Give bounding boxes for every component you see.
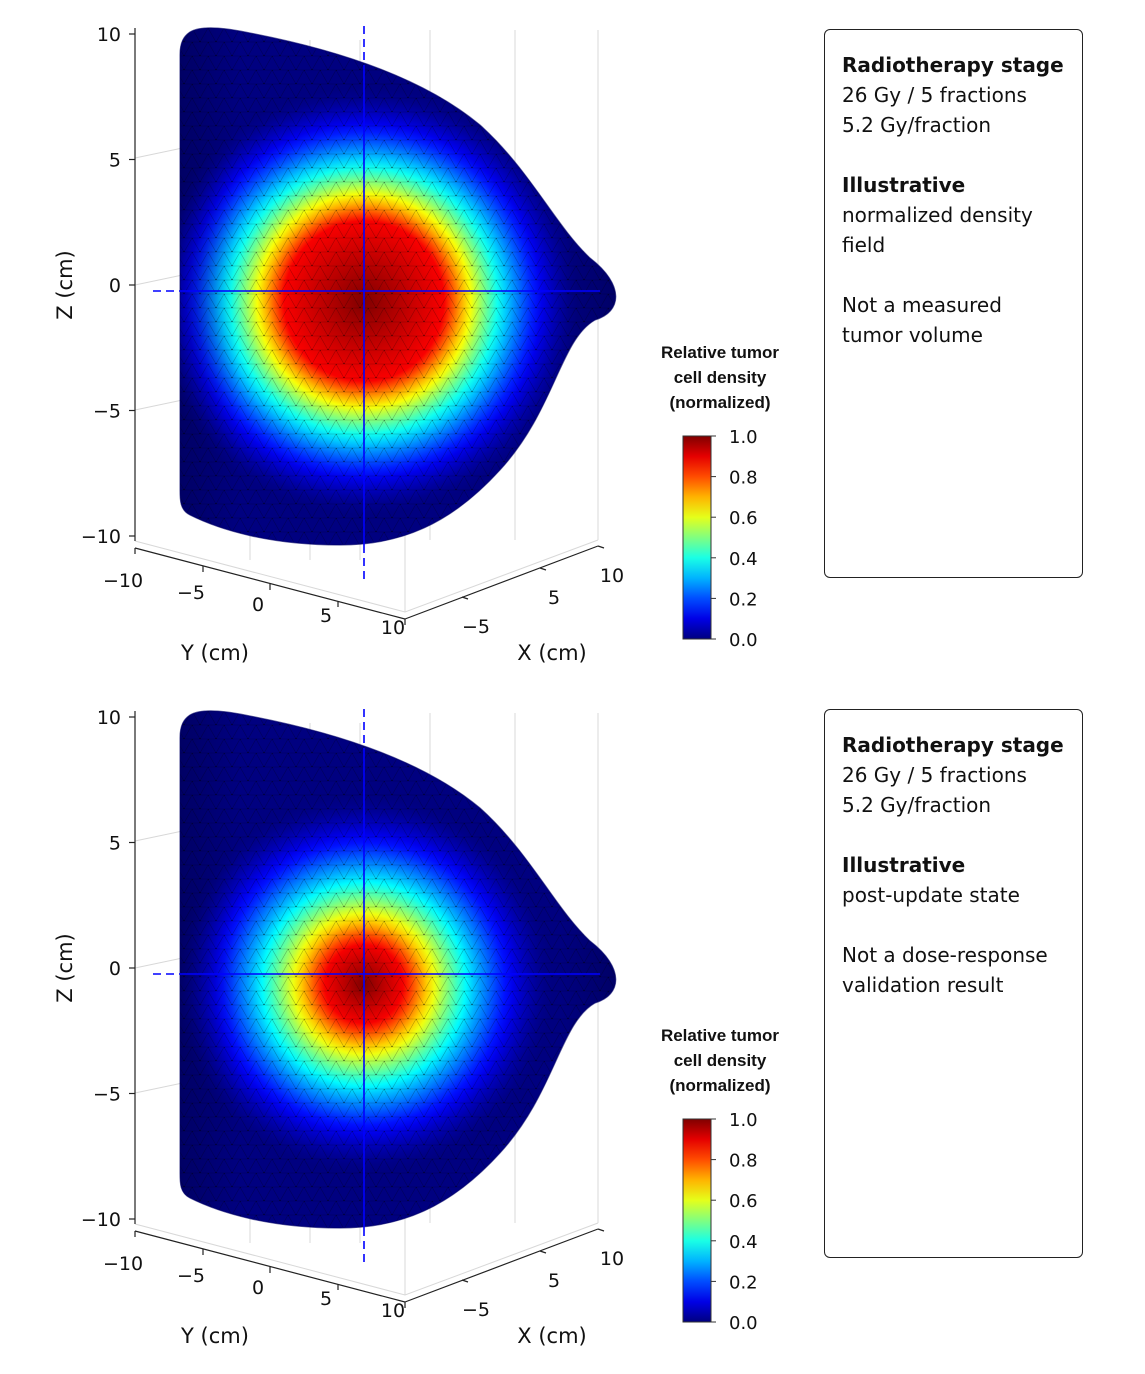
x-tick-label: 5 xyxy=(548,587,560,609)
figure-panel-top: 10 5 0 −5 −10 Z (cm) −10 −5 0 5 10 Y (cm) −5 5 10 X (cm… xyxy=(53,24,1083,665)
x-tick xyxy=(461,1279,469,1283)
surface-shading xyxy=(180,710,616,1228)
x-tick xyxy=(597,1228,605,1232)
info-line: 5.2 Gy/fraction xyxy=(842,113,992,137)
info-heading: Radiotherapy stage xyxy=(842,733,1064,757)
colorbar-tick-label: 1.0 xyxy=(729,1110,758,1131)
x-tick xyxy=(597,545,605,549)
colorbar xyxy=(682,435,712,640)
info-line: 5.2 Gy/fraction xyxy=(842,793,992,817)
y-axis xyxy=(134,1230,406,1303)
y-tick-label: 10 xyxy=(381,617,405,639)
info-line: post-update state xyxy=(842,883,1020,907)
x-axis-label: X (cm) xyxy=(517,641,586,665)
z-tick-label: 0 xyxy=(109,958,121,980)
info-line: normalized density xyxy=(842,203,1033,227)
y-axis-label: Y (cm) xyxy=(180,641,249,665)
y-tick-label: −10 xyxy=(103,570,143,592)
info-box: Radiotherapy stage 26 Gy / 5 fractions 5… xyxy=(824,29,1083,578)
surface-outline xyxy=(179,27,617,546)
z-axis-label: Z (cm) xyxy=(53,933,77,1002)
colorbar-title-line: Relative tumor xyxy=(660,343,780,362)
x-tick-label: 10 xyxy=(600,1248,624,1270)
y-tick-label: −10 xyxy=(103,1253,143,1275)
info-box: Radiotherapy stage 26 Gy / 5 fractions 5… xyxy=(824,709,1083,1258)
y-tick-label: 0 xyxy=(252,1277,264,1299)
info-line: validation result xyxy=(842,973,1004,997)
surface-plot-bottom: 10 5 0 −5 −10 Z (cm) −10 −5 0 5 10 Y (cm) −5 5 10 X (cm… xyxy=(53,707,758,1348)
figure-panel-bottom: 10 5 0 −5 −10 Z (cm) −10 −5 0 5 10 Y (cm) −5 5 10 X (cm… xyxy=(0,683,1145,1370)
colorbar-title-line: cell density xyxy=(673,1051,767,1070)
x-tick-label: 10 xyxy=(600,565,624,587)
x-tick xyxy=(539,1250,547,1254)
x-tick-label: −5 xyxy=(462,616,490,638)
z-tick-label: −10 xyxy=(81,526,121,548)
z-tick-label: 10 xyxy=(97,24,121,46)
info-line: 26 Gy / 5 fractions xyxy=(842,83,1027,107)
y-tick-label: 10 xyxy=(381,1300,405,1322)
colorbar-tick-label: 0.6 xyxy=(729,508,758,529)
info-line: Not a measured xyxy=(842,293,1002,317)
x-tick-label: −5 xyxy=(462,1299,490,1321)
colorbar-tick-label: 0.0 xyxy=(729,1313,758,1334)
z-tick-label: 5 xyxy=(109,150,121,172)
z-axis-label: Z (cm) xyxy=(53,250,77,319)
colorbar-tick-label: 0.0 xyxy=(729,630,758,651)
info-line: Not a dose-response xyxy=(842,943,1048,967)
colorbar-tick-label: 0.8 xyxy=(729,1151,758,1172)
x-tick xyxy=(539,567,547,571)
z-tick-label: 10 xyxy=(97,707,121,729)
y-tick-label: 0 xyxy=(252,594,264,616)
y-tick-label: −5 xyxy=(177,582,205,604)
crosshair xyxy=(153,26,600,580)
colorbar xyxy=(682,1118,712,1323)
colorbar-title-line: (normalized) xyxy=(669,393,771,412)
info-heading: Illustrative xyxy=(842,173,966,197)
colorbar-tick-label: 1.0 xyxy=(729,427,758,448)
z-tick-label: 5 xyxy=(109,833,121,855)
z-tick-label: 0 xyxy=(109,275,121,297)
z-tick-label: −5 xyxy=(93,1084,121,1106)
surface-plot-top: 10 5 0 −5 −10 Z (cm) −10 −5 0 5 10 Y (cm) −5 5 10 X (cm… xyxy=(53,24,758,665)
colorbar-title-line: (normalized) xyxy=(669,1076,771,1095)
colorbar-title: Relative tumor cell density (normalized) xyxy=(640,1023,800,1098)
x-tick-label: 5 xyxy=(548,1270,560,1292)
colorbar-tick-label: 0.8 xyxy=(729,468,758,489)
colorbar-tick-label: 0.4 xyxy=(729,549,758,570)
x-axis xyxy=(404,545,599,620)
surface-shading xyxy=(180,27,616,545)
x-tick xyxy=(461,596,469,600)
x-axis-label: X (cm) xyxy=(517,1324,586,1348)
colorbar-title-line: Relative tumor xyxy=(660,1026,780,1045)
colorbar-tick-label: 0.6 xyxy=(729,1191,758,1212)
info-line: field xyxy=(842,233,886,257)
info-line: 26 Gy / 5 fractions xyxy=(842,763,1027,787)
surface-outline xyxy=(179,710,617,1229)
z-tick-label: −5 xyxy=(93,401,121,423)
colorbar-title-line: cell density xyxy=(673,368,767,387)
y-axis-label: Y (cm) xyxy=(180,1324,249,1348)
density-surface xyxy=(180,27,616,545)
y-tick-label: 5 xyxy=(320,605,332,627)
info-heading: Illustrative xyxy=(842,853,966,877)
z-tick-label: −10 xyxy=(81,1209,121,1231)
x-axis xyxy=(404,1228,599,1303)
colorbar-tick-label: 0.2 xyxy=(729,1272,758,1293)
colorbar-tick-label: 0.2 xyxy=(729,589,758,610)
crosshair xyxy=(153,709,600,1263)
density-surface xyxy=(180,710,616,1228)
y-tick-label: −5 xyxy=(177,1265,205,1287)
info-line: tumor volume xyxy=(842,323,983,347)
info-heading: Radiotherapy stage xyxy=(842,53,1064,77)
y-tick-label: 5 xyxy=(320,1288,332,1310)
colorbar-tick-label: 0.4 xyxy=(729,1232,758,1253)
y-axis xyxy=(134,547,406,620)
colorbar-title: Relative tumor cell density (normalized) xyxy=(640,340,800,415)
